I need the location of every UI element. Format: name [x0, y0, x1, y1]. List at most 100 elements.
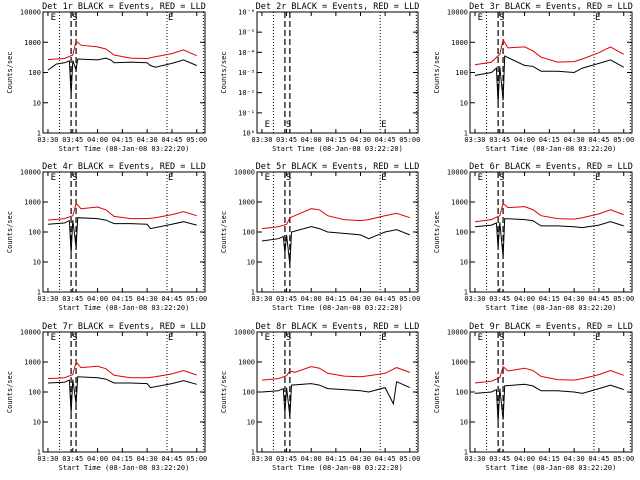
panel-2-ylabel: Counts/sec — [220, 51, 228, 93]
panel-6-event-marker: S — [499, 173, 504, 183]
panel-5-ytick-label: 10 — [247, 259, 255, 267]
panel-6-ytick-label: 10 — [460, 259, 468, 267]
panel-5-ytick-label: 1000 — [238, 199, 255, 207]
panel-9-ytick-label: 10 — [460, 419, 468, 427]
panel-5-event-marker: E — [381, 173, 386, 183]
panel-8-xtick-label: 03:45 — [276, 455, 297, 463]
panel-6-event-marker: E — [595, 173, 600, 183]
panel-7-xtick-label: 03:30 — [37, 455, 58, 463]
panel-1: Det 1r BLACK = Events, RED = LLD 03:30 03:… — [6, 2, 207, 153]
panel-9-xtick-label: 03:30 — [464, 455, 485, 463]
panel-4-frame — [42, 171, 206, 293]
panel-1-ylabel: Counts/sec — [6, 51, 14, 93]
panel-2-xlabel: Start Time (08-Jan-08 03:22:20) — [272, 145, 403, 153]
panel-7-ytick-label: 100 — [28, 389, 41, 397]
panel-5-xtick-label: 04:00 — [301, 295, 322, 303]
panel-9-frame — [469, 331, 633, 453]
panel-3-xtick-label: 03:45 — [489, 136, 510, 144]
panel-1-xtick-label: 04:30 — [137, 136, 158, 144]
panel-3-xtick-label: 04:00 — [514, 136, 535, 144]
panel-1-xtick-label: 03:30 — [37, 136, 58, 144]
panel-3-ylabel: Counts/sec — [433, 51, 441, 93]
panel-3-xtick-label: 04:45 — [588, 136, 609, 144]
panel-4-xtick-label: 04:00 — [87, 295, 108, 303]
panel-5-ytick-label: 10000 — [234, 169, 255, 177]
panel-2: Det 2r BLACK = Events, RED = LLD 03:30 03:… — [220, 2, 420, 153]
panel-3-lld-line — [474, 38, 624, 66]
panel-4-xtick-label: 03:30 — [37, 295, 58, 303]
panel-9-ytick-label: 1000 — [451, 359, 468, 367]
panel-6-ytick-label: 100 — [455, 229, 468, 237]
panel-8-ytick-label: 100 — [242, 389, 255, 397]
panel-3-xlabel: Start Time (08-Jan-08 03:22:20) — [486, 145, 617, 153]
panel-2-ytick-label: 10⁰ — [242, 130, 255, 138]
panel-5-xtick-label: 05:00 — [399, 295, 420, 303]
panel-9-xlabel: Start Time (08-Jan-08 03:22:20) — [486, 464, 617, 472]
panel-1-ytick-label: 1 — [37, 130, 41, 138]
panel-3: Det 3r BLACK = Events, RED = LLD 03:30 03:… — [433, 2, 634, 153]
panel-5-xtick-label: 03:30 — [251, 295, 272, 303]
panel-4-event-marker: S — [72, 173, 77, 183]
panel-5-lld-line — [261, 208, 410, 230]
panel-3-ytick-label: 100 — [455, 69, 468, 77]
panel-9-ytick-label: 100 — [455, 389, 468, 397]
panel-5: Det 5r BLACK = Events, RED = LLD 03:30 03:… — [220, 162, 420, 312]
panel-7-ytick-label: 10 — [33, 419, 41, 427]
panel-9-title: Det 9r BLACK = Events, RED = LLD — [469, 322, 633, 332]
panel-7-xtick-label: 04:45 — [161, 455, 182, 463]
panel-4-xtick-label: 04:30 — [137, 295, 158, 303]
panel-4-lld-line — [47, 202, 197, 221]
panel-9-lld-line — [474, 365, 624, 384]
panel-2-xtick-label: 03:30 — [251, 136, 272, 144]
panel-8-xlabel: Start Time (08-Jan-08 03:22:20) — [272, 464, 403, 472]
panel-5-event-marker: S — [286, 173, 291, 183]
panel-9-event-marker: S — [499, 333, 504, 343]
panel-8: Det 8r BLACK = Events, RED = LLD 03:30 03:… — [220, 322, 420, 472]
panel-8-event-marker: E — [265, 333, 270, 343]
panel-3-xtick-label: 04:30 — [564, 136, 585, 144]
panel-3-events-line — [474, 55, 624, 103]
panel-3-xtick-label: 04:15 — [539, 136, 560, 144]
panel-8-xtick-label: 04:45 — [375, 455, 396, 463]
panel-5-title: Det 5r BLACK = Events, RED = LLD — [256, 162, 420, 172]
panel-6-frame — [469, 171, 633, 293]
panel-3-ytick-label: 10 — [460, 99, 468, 107]
panel-1-event-marker: E — [168, 13, 173, 23]
panel-5-xtick-label: 04:30 — [350, 295, 371, 303]
panel-7-ytick-label: 10000 — [20, 329, 41, 337]
panel-1-xtick-label: 05:00 — [186, 136, 207, 144]
panel-5-xtick-label: 04:45 — [375, 295, 396, 303]
panel-7-xtick-label: 04:15 — [112, 455, 133, 463]
panel-1-frame — [42, 11, 206, 134]
panel-5-ylabel: Counts/sec — [220, 211, 228, 253]
panel-2-ytick-label: 10⁻⁶ — [238, 9, 255, 17]
panel-7-xtick-label: 05:00 — [186, 455, 207, 463]
panel-6-ytick-label: 1 — [464, 289, 468, 297]
panel-3-event-marker: S — [499, 13, 504, 23]
panel-3-event-marker: E — [595, 13, 600, 23]
panel-1-xlabel: Start Time (08-Jan-08 03:22:20) — [59, 145, 190, 153]
panel-2-xtick-label: 04:00 — [301, 136, 322, 144]
panel-4-ytick-label: 1 — [37, 289, 41, 297]
panel-6-lld-line — [474, 202, 624, 223]
panel-4-ytick-label: 100 — [28, 229, 41, 237]
panel-7: Det 7r BLACK = Events, RED = LLD 03:30 03:… — [6, 322, 207, 472]
panel-6-ytick-label: 1000 — [451, 199, 468, 207]
panel-7-xlabel: Start Time (08-Jan-08 03:22:20) — [59, 464, 190, 472]
panel-3-title: Det 3r BLACK = Events, RED = LLD — [469, 2, 633, 12]
panel-1-ytick-label: 100 — [28, 69, 41, 77]
panel-2-xtick-label: 04:30 — [350, 136, 371, 144]
panel-8-xtick-label: 03:30 — [251, 455, 272, 463]
panel-7-events-line — [47, 376, 197, 414]
panel-4-ytick-label: 1000 — [24, 199, 41, 207]
panel-6: Det 6r BLACK = Events, RED = LLD 03:30 03:… — [433, 162, 634, 312]
panel-4-event-marker: E — [51, 173, 56, 183]
panel-2-ytick-label: 10⁻⁵ — [238, 29, 255, 37]
panel-7-event-marker: E — [168, 333, 173, 343]
panel-5-xtick-label: 03:45 — [276, 295, 297, 303]
panel-7-lld-line — [47, 360, 197, 380]
panel-3-ytick-label: 1000 — [451, 39, 468, 47]
panel-4-ylabel: Counts/sec — [6, 211, 14, 253]
panel-2-event-marker: E — [381, 120, 386, 130]
